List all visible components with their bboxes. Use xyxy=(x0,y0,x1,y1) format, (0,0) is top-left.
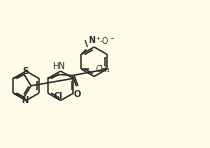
Text: S: S xyxy=(22,67,28,76)
Text: HN: HN xyxy=(52,62,65,71)
Text: CH₃: CH₃ xyxy=(95,65,110,74)
Text: -O$^-$: -O$^-$ xyxy=(99,34,115,46)
Text: N$^+$: N$^+$ xyxy=(88,34,102,46)
Text: N: N xyxy=(21,96,29,106)
Text: O: O xyxy=(74,90,81,99)
Text: Cl: Cl xyxy=(54,92,63,101)
